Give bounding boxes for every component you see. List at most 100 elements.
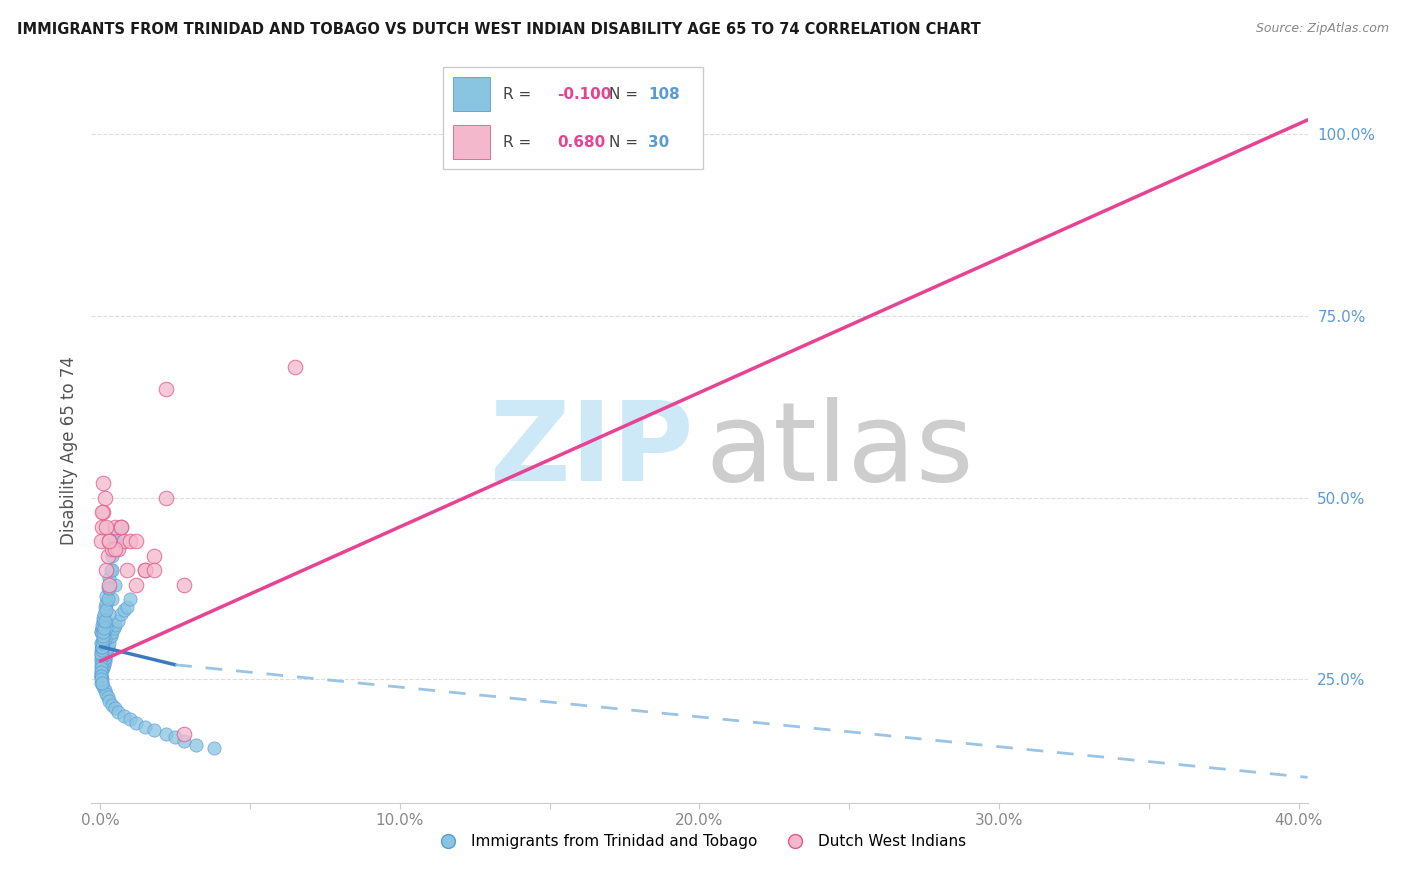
Point <box>143 563 166 577</box>
Point <box>100 629 122 643</box>
Point <box>93 625 115 640</box>
Point <box>90 673 112 687</box>
Y-axis label: Disability Age 65 to 74: Disability Age 65 to 74 <box>59 356 77 545</box>
Point <box>155 491 177 505</box>
Point <box>120 534 142 549</box>
Point <box>90 622 112 636</box>
Point <box>98 534 121 549</box>
Point <box>93 657 115 672</box>
Point <box>143 549 166 563</box>
Text: 30: 30 <box>648 135 669 150</box>
Point <box>101 625 124 640</box>
Point <box>93 607 115 621</box>
Point <box>143 723 166 738</box>
Text: Source: ZipAtlas.com: Source: ZipAtlas.com <box>1256 22 1389 36</box>
Point <box>94 650 117 665</box>
Point <box>90 625 112 640</box>
Point <box>94 683 117 698</box>
Point <box>173 578 195 592</box>
Point <box>90 625 112 640</box>
Point <box>93 629 115 643</box>
Text: N =: N = <box>609 135 638 150</box>
Point <box>104 534 127 549</box>
Point <box>90 676 112 690</box>
Point <box>93 657 115 672</box>
Point <box>98 534 121 549</box>
Point <box>155 727 177 741</box>
Point <box>96 647 118 661</box>
Point <box>90 657 112 672</box>
Point <box>100 563 122 577</box>
Point <box>104 520 127 534</box>
Point <box>97 592 120 607</box>
Point <box>90 668 112 682</box>
Point <box>90 676 112 690</box>
Point <box>93 680 115 694</box>
Point <box>91 661 114 675</box>
Point <box>97 582 120 596</box>
Point <box>173 727 195 741</box>
Point <box>93 622 115 636</box>
Point <box>90 657 112 672</box>
Point <box>98 578 121 592</box>
Point <box>103 622 125 636</box>
Point <box>98 582 121 596</box>
Point <box>96 563 118 577</box>
Point <box>202 741 225 756</box>
Point <box>96 643 118 657</box>
Point <box>90 657 112 672</box>
Text: R =: R = <box>503 87 531 102</box>
Point <box>112 603 135 617</box>
Point <box>93 610 115 624</box>
Point <box>90 654 112 668</box>
Point <box>91 636 114 650</box>
FancyBboxPatch shape <box>443 67 703 169</box>
Point <box>98 694 121 708</box>
Point <box>93 476 115 491</box>
Point <box>101 592 124 607</box>
Point <box>97 640 120 654</box>
Point <box>165 731 187 745</box>
Point <box>186 738 208 752</box>
Text: 0.680: 0.680 <box>557 135 606 150</box>
Point <box>90 665 112 679</box>
Point <box>125 715 148 730</box>
Point <box>90 668 112 682</box>
Point <box>90 505 112 519</box>
Point <box>94 614 117 628</box>
Point <box>94 599 117 614</box>
Point <box>93 636 115 650</box>
Point <box>112 534 135 549</box>
Point <box>90 636 112 650</box>
Point <box>110 520 132 534</box>
Point <box>134 563 156 577</box>
Point <box>97 549 120 563</box>
Point <box>110 520 132 534</box>
Point <box>91 617 114 632</box>
Point <box>94 650 117 665</box>
Point <box>110 607 132 621</box>
Point <box>98 636 121 650</box>
Point <box>90 647 112 661</box>
Point <box>90 622 112 636</box>
Point <box>120 592 142 607</box>
Point <box>94 647 117 661</box>
Point <box>107 541 129 556</box>
Point <box>134 563 156 577</box>
Point <box>91 676 114 690</box>
Point <box>90 640 112 654</box>
Point <box>91 657 114 672</box>
Point <box>94 596 117 610</box>
Point <box>96 589 118 603</box>
Point <box>98 607 121 621</box>
Point <box>91 632 114 647</box>
Point <box>97 690 120 705</box>
Point <box>104 541 127 556</box>
Point <box>284 359 307 374</box>
Point <box>90 520 112 534</box>
Point <box>117 599 139 614</box>
Point <box>93 654 115 668</box>
Text: ZIP: ZIP <box>491 397 693 504</box>
Text: -0.100: -0.100 <box>557 87 612 102</box>
Point <box>91 640 114 654</box>
